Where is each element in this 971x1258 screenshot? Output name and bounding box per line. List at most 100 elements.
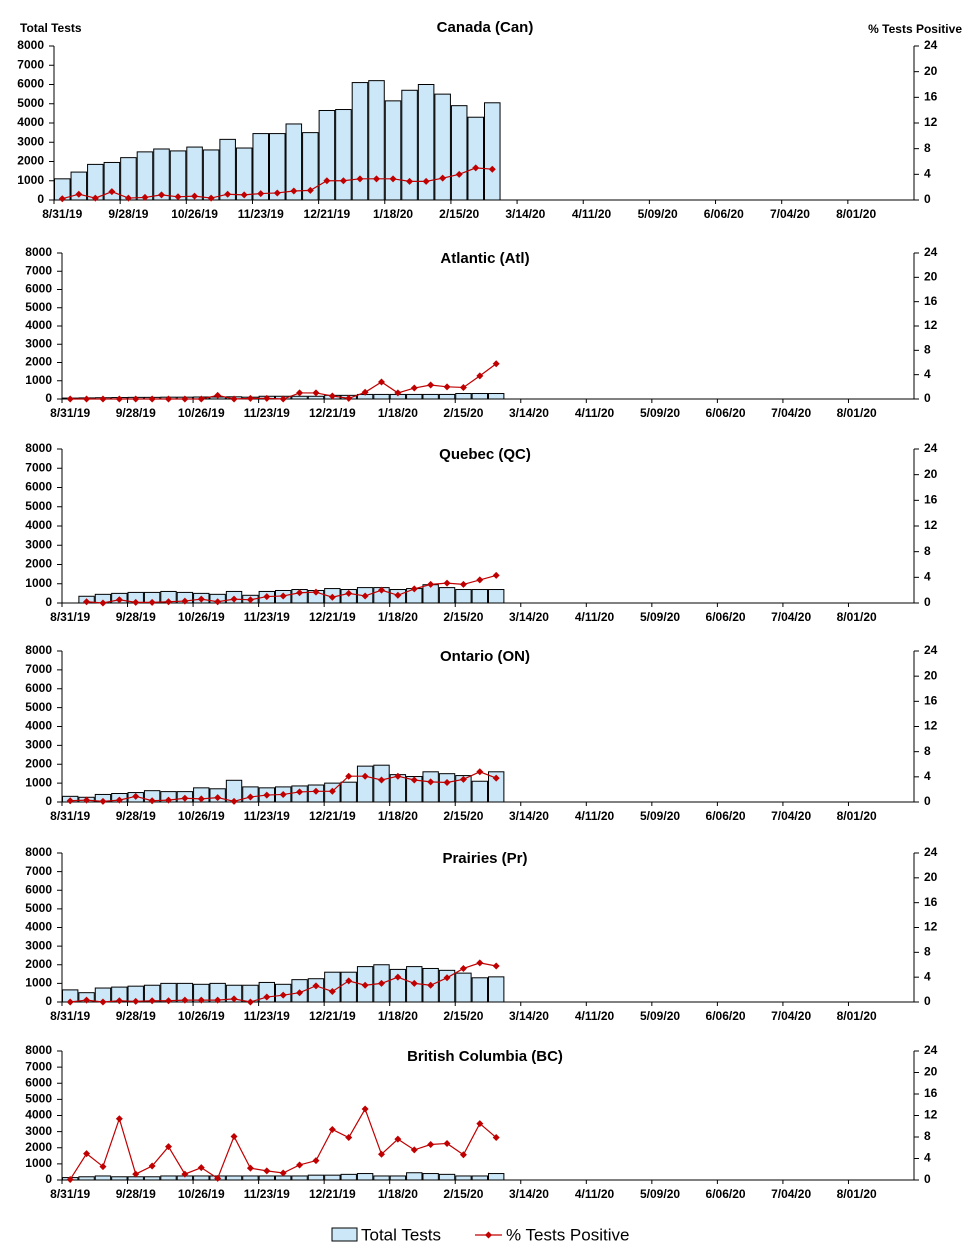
line-marker	[165, 796, 172, 804]
line-marker	[328, 1125, 336, 1133]
line-marker	[224, 190, 232, 198]
x-tick-label: 8/01/20	[837, 610, 877, 624]
line-marker	[99, 1163, 107, 1171]
line-marker	[165, 997, 172, 1005]
line-marker	[83, 395, 91, 403]
line-marker	[328, 392, 336, 400]
bar	[488, 393, 505, 400]
y2-tick-label: 0	[924, 595, 931, 609]
bar	[335, 109, 352, 201]
line-marker	[197, 395, 205, 403]
line-marker	[207, 194, 215, 202]
x-tick-label: 6/06/20	[706, 406, 746, 420]
x-tick-label: 10/26/19	[178, 610, 225, 624]
bar	[235, 147, 253, 201]
line-marker	[323, 177, 331, 185]
y2-tick-label: 16	[924, 493, 938, 507]
y-tick-label: 4000	[25, 318, 52, 332]
x-tick-label: 7/04/20	[771, 1009, 811, 1023]
bar	[340, 781, 357, 803]
bar	[368, 80, 385, 201]
x-tick-label: 4/11/20	[572, 207, 612, 221]
bar	[406, 393, 423, 400]
bar	[467, 116, 485, 201]
x-tick-label: 4/11/20	[575, 1009, 615, 1023]
bar	[422, 393, 439, 400]
line-marker	[476, 768, 484, 776]
y2-tick-label: 8	[924, 544, 931, 558]
x-tick-label: 10/26/19	[178, 1187, 225, 1201]
line-marker	[165, 1143, 172, 1151]
line-marker	[339, 177, 347, 185]
line-marker	[148, 997, 156, 1005]
line-marker	[132, 1170, 140, 1178]
x-tick-label: 12/21/19	[304, 207, 351, 221]
y2-tick-label: 24	[924, 643, 938, 657]
line-marker	[312, 787, 320, 795]
y-tick-label: 1000	[17, 173, 44, 187]
bar	[422, 771, 439, 803]
bar	[285, 123, 303, 201]
bar	[225, 1175, 243, 1181]
bar	[302, 132, 319, 201]
chart-title: British Columbia (BC)	[407, 1048, 563, 1065]
y2-tick-label: 12	[924, 719, 938, 733]
x-tick-label: 10/26/19	[178, 809, 225, 823]
y-tick-label: 2000	[25, 1140, 52, 1154]
y-tick-label: 6000	[25, 882, 52, 896]
x-tick-label: 1/18/20	[378, 1009, 418, 1023]
line	[70, 363, 497, 400]
x-tick-label: 11/23/19	[244, 1187, 290, 1201]
y2-tick-label: 12	[924, 318, 938, 332]
x-tick-label: 1/18/20	[378, 1187, 418, 1201]
bar	[417, 84, 435, 201]
x-tick-label: 8/01/20	[837, 1187, 877, 1201]
y-tick-label: 7000	[25, 1059, 52, 1073]
y2-tick-label: 4	[924, 570, 931, 584]
line-marker	[263, 791, 271, 799]
bar	[269, 133, 286, 201]
y-tick-label: 1000	[25, 373, 52, 387]
y2-tick-label: 0	[924, 994, 931, 1008]
x-tick-label: 7/04/20	[771, 610, 811, 624]
bar	[471, 393, 489, 400]
bar	[242, 1175, 259, 1181]
y-tick-label: 4000	[25, 920, 52, 934]
line-marker	[230, 1132, 238, 1140]
x-tick-label: 5/09/20	[640, 809, 680, 823]
line-marker	[296, 1161, 304, 1169]
legend-marker	[485, 1231, 492, 1239]
y2-tick-label: 4	[924, 1151, 931, 1165]
line-marker	[263, 593, 271, 601]
y-tick-label: 7000	[25, 263, 52, 277]
y-tick-label: 6000	[25, 480, 52, 494]
bar	[471, 977, 489, 1003]
x-tick-label: 3/14/20	[509, 1187, 549, 1201]
line-marker	[394, 1135, 402, 1143]
x-tick-label: 8/31/19	[50, 809, 90, 823]
x-tick-label: 1/18/20	[378, 809, 418, 823]
y-tick-label: 7000	[25, 662, 52, 676]
y-tick-label: 6000	[17, 77, 44, 91]
x-tick-label: 9/28/19	[116, 1187, 156, 1201]
x-tick-label: 3/14/20	[509, 809, 549, 823]
bar	[438, 969, 456, 1003]
y2-tick-label: 0	[924, 391, 931, 405]
x-tick-label: 5/09/20	[640, 406, 680, 420]
line-marker	[296, 788, 304, 796]
bar	[324, 971, 341, 1003]
y-tick-label: 5000	[17, 96, 44, 110]
chart-title: Atlantic (Atl)	[440, 250, 529, 267]
line-marker	[296, 589, 304, 597]
chart-title: Canada (Can)	[437, 19, 534, 36]
line-marker	[132, 395, 140, 403]
x-tick-label: 11/23/19	[244, 610, 290, 624]
x-tick-label: 4/11/20	[575, 1187, 615, 1201]
line-marker	[476, 1120, 484, 1128]
y-tick-label: 6000	[25, 1075, 52, 1089]
bar	[471, 589, 489, 604]
y-tick-label: 5000	[25, 1092, 52, 1106]
x-tick-label: 8/31/19	[50, 1187, 90, 1201]
line-marker	[422, 177, 430, 185]
line-marker	[181, 996, 189, 1004]
